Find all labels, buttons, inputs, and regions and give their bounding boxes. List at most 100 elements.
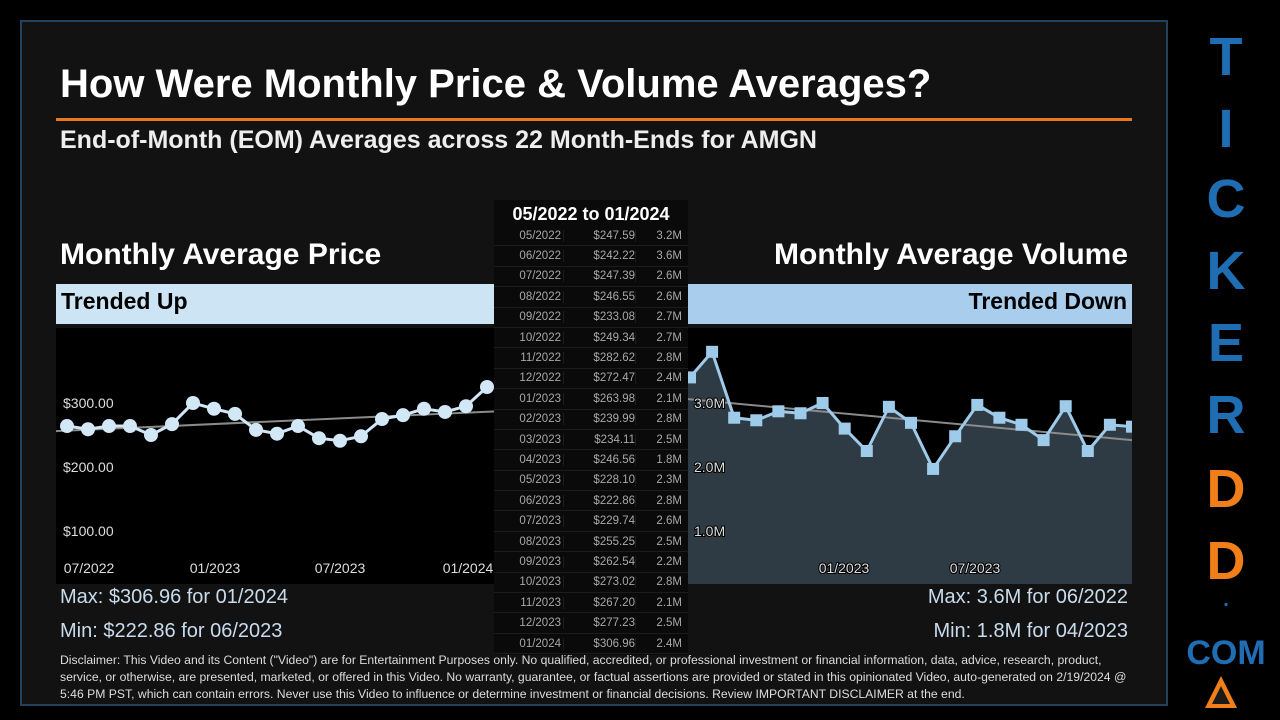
price-cell: $239.99	[564, 413, 636, 426]
table-row: 03/2023 $234.11 2.5M	[494, 430, 688, 451]
data-point	[971, 398, 984, 411]
month-cell: 09/2022	[494, 311, 564, 324]
table-row: 12/2022 $272.47 2.4M	[494, 369, 688, 390]
data-point	[480, 380, 494, 394]
data-point	[750, 414, 763, 427]
month-cell: 01/2024	[494, 637, 564, 650]
price-trend-band: Trended Up	[56, 284, 496, 324]
x-tick-label: 07/2022	[64, 560, 115, 576]
data-point	[459, 399, 473, 414]
price-cell: $228.10	[564, 474, 636, 487]
price-max: Max: $306.96 for 01/2024	[60, 586, 288, 608]
data-point	[396, 408, 410, 423]
data-point	[249, 422, 263, 437]
x-tick-label: 07/2023	[315, 560, 366, 576]
price-cell: $234.11	[564, 433, 636, 446]
price-cell: $247.59	[564, 229, 636, 242]
price-cell: $246.56	[564, 453, 636, 466]
month-cell: 07/2022	[494, 270, 564, 283]
price-cell: $272.47	[564, 372, 636, 385]
table-row: 06/2023 $222.86 2.8M	[494, 491, 688, 512]
brand-letter: R	[1206, 385, 1246, 445]
data-point	[417, 401, 431, 416]
month-cell: 10/2022	[494, 331, 564, 344]
brand-dot: .	[1223, 589, 1229, 611]
volume-cell: 3.6M	[656, 250, 682, 263]
table-row: 02/2023 $239.99 2.8M	[494, 410, 688, 430]
month-cell: 07/2023	[494, 515, 564, 528]
month-cell: 01/2023	[494, 392, 564, 405]
month-cell: 08/2022	[494, 290, 564, 303]
x-tick-label: 01/2023	[819, 560, 870, 576]
volume-cell: 1.8M	[656, 453, 682, 466]
data-point	[1059, 400, 1072, 413]
table-row: 05/2022 $247.59 3.2M	[494, 226, 688, 247]
brand-letter: E	[1207, 313, 1245, 373]
table-row: 10/2022 $249.34 2.7M	[494, 328, 688, 349]
y-tick-label: 2.0M	[694, 459, 725, 475]
data-point	[207, 401, 221, 416]
x-tick-label: 07/2023	[950, 560, 1001, 576]
month-cell: 05/2022	[494, 229, 564, 242]
data-point	[993, 411, 1006, 424]
volume-cell: 2.8M	[656, 494, 682, 507]
volume-cell: 3.2M	[656, 229, 682, 242]
volume-cell: 2.6M	[656, 515, 682, 528]
data-point	[882, 400, 895, 413]
volume-cell: 2.5M	[656, 617, 682, 630]
brand-com: COM	[1186, 634, 1266, 672]
data-point	[354, 429, 368, 444]
price-cell: $247.39	[564, 270, 636, 283]
price-cell: $282.62	[564, 352, 636, 365]
volume-cell: 2.6M	[656, 270, 682, 283]
price-cell: $277.23	[564, 617, 636, 630]
chart-background	[56, 328, 496, 584]
data-point	[333, 433, 347, 448]
table-row: 12/2023 $277.23 2.5M	[494, 613, 688, 634]
x-tick-label: 01/2024	[443, 560, 494, 576]
volume-cell: 2.7M	[656, 331, 682, 344]
price-min: Min: $222.86 for 06/2023	[60, 620, 283, 642]
month-cell: 02/2023	[494, 413, 564, 426]
price-cell: $229.74	[564, 515, 636, 528]
data-point	[438, 404, 452, 419]
volume-chart: 1.0M 2.0M 3.0M 01/2023 07/2023	[688, 328, 1132, 584]
volume-cell: 2.7M	[656, 311, 682, 324]
table-row: 07/2023 $229.74 2.6M	[494, 511, 688, 532]
volume-cell: 2.3M	[656, 474, 682, 487]
table-title: 05/2022 to 01/2024	[512, 204, 670, 224]
y-tick-label: $100.00	[63, 523, 114, 539]
warning-triangle-icon	[1205, 676, 1237, 708]
x-tick-label: 01/2023	[190, 560, 241, 576]
table-row: 08/2023 $255.25 2.5M	[494, 532, 688, 553]
month-cell: 12/2022	[494, 372, 564, 385]
volume-trend-band: Trended Down	[688, 284, 1132, 324]
price-cell: $249.34	[564, 331, 636, 344]
data-point	[165, 417, 179, 432]
data-point	[860, 445, 873, 457]
volume-cell: 2.4M	[656, 372, 682, 385]
brand-letter: D	[1206, 459, 1246, 519]
data-point	[772, 405, 785, 418]
month-cell: 11/2022	[494, 352, 564, 365]
data-point	[838, 422, 851, 435]
data-point	[794, 407, 807, 420]
data-point	[375, 412, 389, 426]
data-point	[816, 397, 829, 409]
data-point	[144, 428, 158, 442]
volume-cell: 2.8M	[656, 352, 682, 365]
price-cell: $267.20	[564, 596, 636, 609]
volume-min: Min: 1.8M for 04/2023	[933, 620, 1128, 642]
table-row: 01/2024 $306.96 2.4M	[494, 634, 688, 655]
table-row: 10/2023 $273.02 2.8M	[494, 573, 688, 594]
data-point	[1126, 420, 1132, 433]
table-body: 05/2022 $247.59 3.2M 06/2022 $242.22 3.6M 07/2…	[494, 226, 688, 655]
data-point	[1081, 445, 1094, 457]
table-row: 08/2022 $246.55 2.6M	[494, 287, 688, 308]
volume-cell: 2.5M	[656, 535, 682, 548]
disclaimer: Disclaimer: This Video and its Content (…	[60, 653, 1127, 701]
data-point	[706, 345, 719, 358]
page-subtitle: End-of-Month (EOM) Averages across 22 Mo…	[60, 126, 817, 154]
data-point	[927, 462, 940, 475]
volume-cell: 2.4M	[656, 637, 682, 650]
